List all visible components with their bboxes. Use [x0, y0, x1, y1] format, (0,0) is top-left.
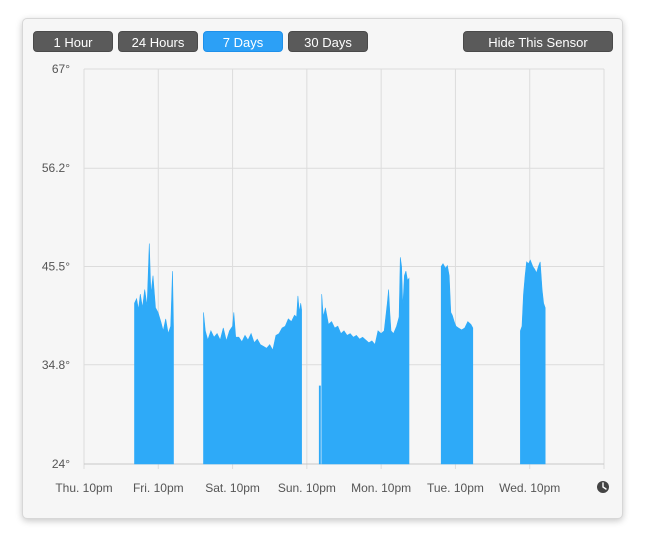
x-tick-label: Sun. 10pm [278, 481, 336, 495]
area-segment [440, 263, 474, 465]
area-segment [134, 243, 174, 465]
chart-area-series [134, 243, 546, 465]
x-axis: Thu. 10pm Fri. 10pm Sat. 10pm Sun. 10pm Mon.… [55, 481, 560, 495]
y-tick-label: 56.2° [42, 161, 70, 175]
range-7-days-button[interactable]: 7 Days [203, 31, 283, 52]
x-tick-label: Fri. 10pm [133, 481, 184, 495]
y-axis: 67° 56.2° 45.5° 34.8° 24° [42, 62, 70, 471]
temperature-chart: 67° 56.2° 45.5° 34.8° 24° Thu. 10pm Fri. 10pm… [42, 62, 609, 495]
x-tick-label: Sat. 10pm [205, 481, 260, 495]
area-segment [321, 257, 410, 465]
area-segment [520, 259, 546, 465]
y-tick-label: 67° [52, 62, 70, 76]
range-24-hours-button[interactable]: 24 Hours [118, 31, 198, 52]
x-tick-label: Tue. 10pm [427, 481, 484, 495]
x-tick-label: Wed. 10pm [499, 481, 560, 495]
area-segment [318, 385, 321, 465]
range-30-days-button[interactable]: 30 Days [288, 31, 368, 52]
y-tick-label: 24° [52, 457, 70, 471]
hide-sensor-button[interactable]: Hide This Sensor [463, 31, 613, 52]
x-tick-label: Mon. 10pm [351, 481, 411, 495]
range-1-hour-button[interactable]: 1 Hour [33, 31, 113, 52]
y-tick-label: 34.8° [42, 358, 70, 372]
clock-icon[interactable] [597, 481, 609, 493]
x-tick-label: Thu. 10pm [55, 481, 112, 495]
y-tick-label: 45.5° [42, 260, 70, 274]
area-segment [203, 295, 302, 465]
sensor-panel: 1 Hour 24 Hours 7 Days 30 Days Hide This… [22, 18, 623, 519]
